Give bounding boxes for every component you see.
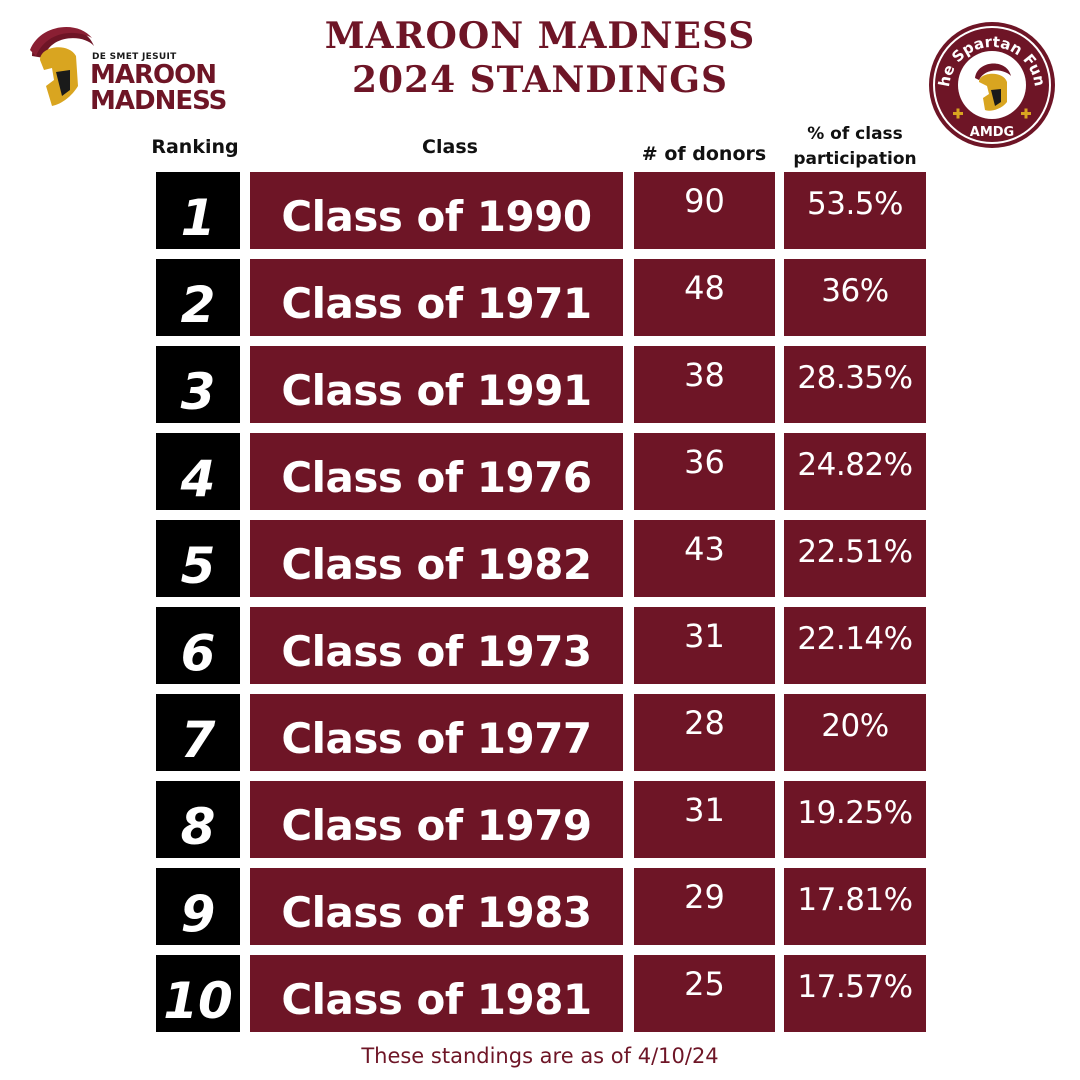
standings-row: 4 Class of 1976 36 24.82% — [0, 433, 1080, 510]
rank-number: 8 — [156, 781, 240, 858]
rank-number: 9 — [156, 868, 240, 945]
title-line-1: MAROON MADNESS — [324, 15, 756, 57]
standings-row: 5 Class of 1982 43 22.51% — [0, 520, 1080, 597]
class-name: Class of 1976 — [250, 433, 623, 510]
standings-row: 8 Class of 1979 31 19.25% — [0, 781, 1080, 858]
page-title: MAROON MADNESS 2024 STANDINGS — [300, 14, 780, 102]
rank-number: 10 — [156, 955, 240, 1032]
participation-percent: 36% — [784, 259, 926, 336]
column-header-ranking: Ranking — [151, 136, 239, 158]
donor-count: 38 — [634, 346, 775, 423]
spartan-helmet-icon — [30, 26, 94, 106]
cross-icon — [953, 108, 1031, 119]
donor-count: 43 — [634, 520, 775, 597]
donor-count: 28 — [634, 694, 775, 771]
standings-footnote: These standings are as of 4/10/24 — [361, 1044, 719, 1068]
donor-count: 48 — [634, 259, 775, 336]
column-header-participation: % of class participation — [784, 122, 926, 172]
standings-row: 3 Class of 1991 38 28.35% — [0, 346, 1080, 423]
class-name: Class of 1982 — [250, 520, 623, 597]
title-line-2: 2024 STANDINGS — [351, 59, 729, 101]
participation-percent: 22.51% — [784, 520, 926, 597]
maroon-madness-logo: DE SMET JESUIT MAROON MADNESS — [22, 16, 242, 116]
participation-percent: 17.81% — [784, 868, 926, 945]
participation-percent: 17.57% — [784, 955, 926, 1032]
rank-number: 1 — [156, 172, 240, 249]
standings-row: 2 Class of 1971 48 36% — [0, 259, 1080, 336]
logo-word-madness: MADNESS — [90, 86, 227, 116]
participation-percent: 22.14% — [784, 607, 926, 684]
standings-row: 9 Class of 1983 29 17.81% — [0, 868, 1080, 945]
class-name: Class of 1990 — [250, 172, 623, 249]
column-header-donors: # of donors — [641, 143, 767, 165]
donor-count: 25 — [634, 955, 775, 1032]
participation-percent: 20% — [784, 694, 926, 771]
participation-percent: 28.35% — [784, 346, 926, 423]
donor-count: 36 — [634, 433, 775, 510]
standings-row: 7 Class of 1977 28 20% — [0, 694, 1080, 771]
donor-count: 29 — [634, 868, 775, 945]
rank-number: 6 — [156, 607, 240, 684]
spartan-helmet-icon — [975, 63, 1011, 111]
class-name: Class of 1983 — [250, 868, 623, 945]
class-name: Class of 1981 — [250, 955, 623, 1032]
class-name: Class of 1973 — [250, 607, 623, 684]
participation-percent: 19.25% — [784, 781, 926, 858]
class-name: Class of 1971 — [250, 259, 623, 336]
rank-number: 5 — [156, 520, 240, 597]
logo-subtitle: DE SMET JESUIT — [92, 52, 177, 62]
rank-number: 7 — [156, 694, 240, 771]
participation-percent: 24.82% — [784, 433, 926, 510]
rank-number: 4 — [156, 433, 240, 510]
column-header-participation-line2: participation — [793, 149, 917, 169]
column-header-class: Class — [422, 136, 478, 158]
seal-bottom-text: AMDG — [970, 125, 1014, 140]
spartan-fund-seal: The Spartan Fund AMDG — [922, 6, 1057, 150]
rank-number: 2 — [156, 259, 240, 336]
donor-count: 90 — [634, 172, 775, 249]
standings-row: 1 Class of 1990 90 53.5% — [0, 172, 1080, 249]
logo-word-maroon: MAROON — [90, 60, 217, 90]
donor-count: 31 — [634, 781, 775, 858]
column-header-participation-line1: % of class — [807, 124, 903, 144]
rank-number: 3 — [156, 346, 240, 423]
class-name: Class of 1979 — [250, 781, 623, 858]
class-name: Class of 1977 — [250, 694, 623, 771]
standings-row: 10 Class of 1981 25 17.57% — [0, 955, 1080, 1032]
participation-percent: 53.5% — [784, 172, 926, 249]
donor-count: 31 — [634, 607, 775, 684]
class-name: Class of 1991 — [250, 346, 623, 423]
standings-row: 6 Class of 1973 31 22.14% — [0, 607, 1080, 684]
